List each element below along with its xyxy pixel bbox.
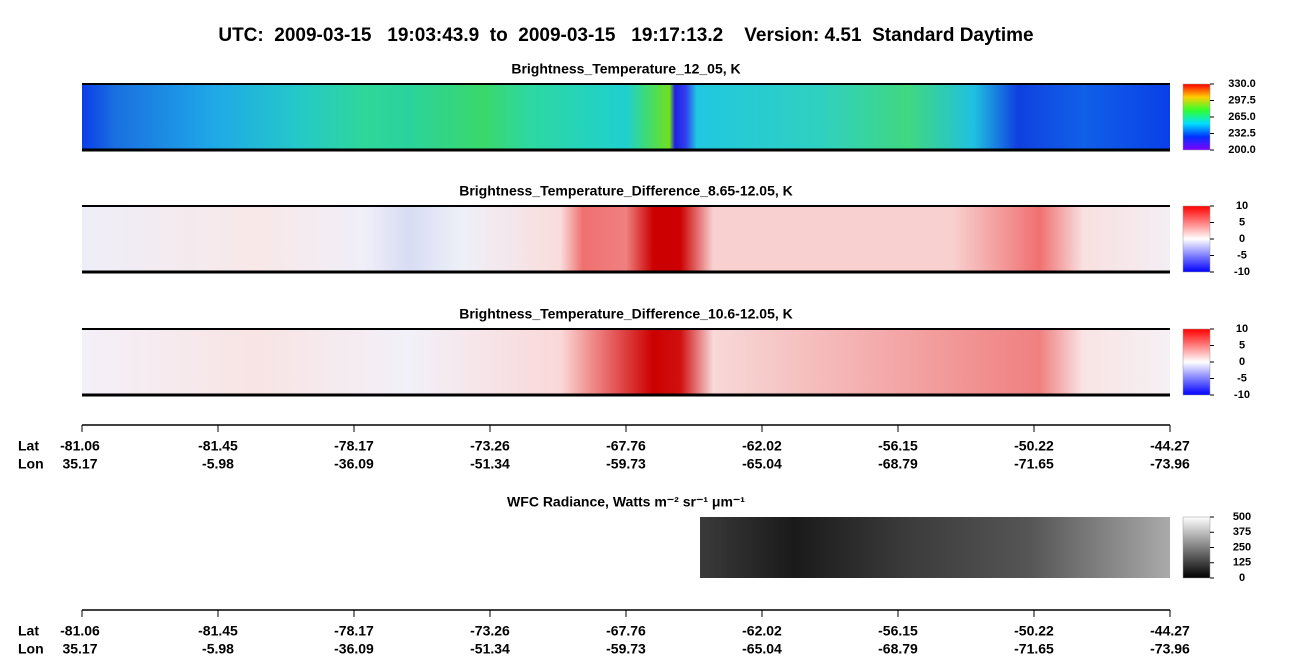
lat-tick-label: -73.26 (470, 438, 510, 454)
colorbar-tick-label: -10 (1234, 389, 1250, 401)
heatmap-image (82, 329, 1170, 395)
colorbar (1182, 83, 1211, 151)
colorbar (1182, 328, 1211, 396)
colorbar-tick-label: 330.0 (1228, 78, 1256, 90)
heatmap-image (82, 84, 1170, 150)
lat-tick-label: -78.17 (334, 438, 374, 454)
colorbar-tick-label: 297.5 (1228, 94, 1256, 106)
row-label: Lon (18, 641, 44, 657)
colorbar-tick-label: 0 (1239, 233, 1245, 245)
lon-tick-label: -5.98 (202, 456, 234, 472)
lon-tick-label: -51.34 (470, 456, 510, 472)
row-label: Lat (18, 438, 39, 454)
panel-title: Brightness_Temperature_12_05, K (511, 61, 740, 77)
lon-tick-label: -68.79 (878, 456, 918, 472)
lat-tick-label: -56.15 (878, 623, 918, 639)
lon-tick-label: -59.73 (606, 641, 646, 657)
panel-title: Brightness_Temperature_Difference_8.65-1… (459, 183, 793, 199)
colorbar (1182, 205, 1211, 273)
lon-tick-label: -71.65 (1014, 641, 1054, 657)
lat-tick-label: -73.26 (470, 623, 510, 639)
lat-tick-label: -44.27 (1150, 438, 1190, 454)
colorbar-tick-label: -5 (1237, 372, 1247, 384)
lon-tick-label: -36.09 (334, 641, 374, 657)
lat-tick-label: -81.45 (198, 438, 238, 454)
panel-title: WFC Radiance, Watts m⁻² sr⁻¹ μm⁻¹ (507, 494, 745, 510)
colorbar-tick-label: -10 (1234, 266, 1250, 278)
lon-tick-label: -73.96 (1150, 456, 1190, 472)
lat-tick-label: -67.76 (606, 438, 646, 454)
colorbar-tick-label: 0 (1239, 356, 1245, 368)
colorbar-tick-label: 500 (1233, 511, 1251, 523)
colorbar-tick-label: 250 (1233, 541, 1251, 553)
row-label: Lon (18, 456, 44, 472)
lat-tick-label: -78.17 (334, 623, 374, 639)
panel-title: Brightness_Temperature_Difference_10.6-1… (459, 306, 793, 322)
lon-tick-label: -65.04 (742, 456, 782, 472)
colorbar-tick-label: 5 (1239, 216, 1245, 228)
colorbar-tick-label: 10 (1236, 323, 1248, 335)
lat-tick-label: -62.02 (742, 438, 782, 454)
colorbar-tick-label: 200.0 (1228, 144, 1256, 156)
lat-tick-label: -50.22 (1014, 438, 1054, 454)
lon-tick-label: -51.34 (470, 641, 510, 657)
row-label: Lat (18, 623, 39, 639)
lon-tick-label: 35.17 (62, 641, 97, 657)
lat-tick-label: -81.06 (60, 623, 100, 639)
colorbar-tick-label: 232.5 (1228, 127, 1256, 139)
colorbar-tick-label: 375 (1233, 526, 1251, 538)
colorbar-tick-label: 5 (1239, 339, 1245, 351)
lon-tick-label: -71.65 (1014, 456, 1054, 472)
colorbar-tick-label: 265.0 (1228, 111, 1256, 123)
lon-tick-label: -5.98 (202, 641, 234, 657)
lat-tick-label: -62.02 (742, 623, 782, 639)
lon-tick-label: 35.17 (62, 456, 97, 472)
heatmap-image (82, 206, 1170, 272)
lat-tick-label: -81.45 (198, 623, 238, 639)
colorbar-tick-label: 0 (1239, 572, 1245, 584)
colorbar (1182, 516, 1211, 579)
lat-tick-label: -50.22 (1014, 623, 1054, 639)
lon-tick-label: -59.73 (606, 456, 646, 472)
lon-tick-label: -68.79 (878, 641, 918, 657)
lon-tick-label: -36.09 (334, 456, 374, 472)
colorbar-tick-label: 10 (1236, 200, 1248, 212)
colorbar-tick-label: -5 (1237, 249, 1247, 261)
page-title: UTC: 2009-03-15 19:03:43.9 to 2009-03-15… (218, 25, 1033, 46)
lat-tick-label: -56.15 (878, 438, 918, 454)
lat-tick-label: -44.27 (1150, 623, 1190, 639)
colorbar-tick-label: 125 (1233, 557, 1251, 569)
lon-tick-label: -65.04 (742, 641, 782, 657)
heatmap-image (700, 517, 1170, 578)
lon-tick-label: -73.96 (1150, 641, 1190, 657)
lat-tick-label: -67.76 (606, 623, 646, 639)
lat-tick-label: -81.06 (60, 438, 100, 454)
